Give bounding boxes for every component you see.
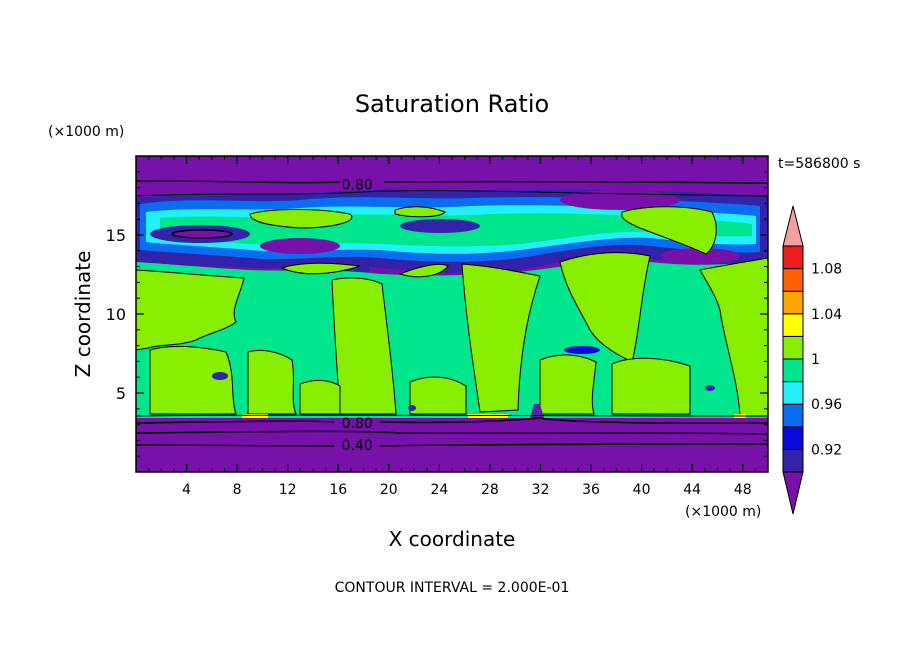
colorbar-upper-triangle [782, 205, 804, 247]
colorbar-segment [782, 358, 804, 383]
contour-0.60 [136, 430, 768, 435]
contour-0.40 [136, 443, 768, 447]
colorbar-segment [782, 335, 804, 360]
cirrus-lime-patch [249, 209, 353, 229]
y-tick-label: 15 [106, 226, 126, 245]
contour-lower-boundary [136, 414, 768, 417]
cirrus-lime-patch [394, 206, 446, 218]
x-axis: 4 8 12 16 20 24 28 32 36 40 44 48 [148, 156, 756, 498]
x-axis-label: X coordinate [389, 527, 516, 551]
y-axis: 5 10 15 [106, 171, 768, 457]
colorbar-segment [782, 426, 804, 450]
y-tick-label: 5 [116, 384, 126, 403]
x-tick-label: 36 [582, 482, 600, 498]
colorbar: 0.92 0.96 1 1.04 1.08 [782, 205, 842, 515]
cirrus-blob [170, 229, 230, 239]
x-tick-label: 32 [532, 482, 550, 498]
inversion-spike [530, 404, 544, 418]
x-tick-label: 44 [683, 482, 701, 498]
anomaly-spot [408, 405, 416, 411]
cirrus-blob [400, 219, 480, 233]
colorbar-label: 1 [811, 352, 820, 368]
x-tick-label: 28 [481, 482, 499, 498]
x-tick-label: 12 [279, 482, 297, 498]
yellow-strip [468, 414, 508, 418]
colorbar-segment [782, 381, 804, 405]
y-tick-label: 10 [106, 305, 126, 324]
x-tick-label: 24 [430, 482, 448, 498]
cirrus-blob [260, 238, 340, 254]
contour-label: 0.40 [342, 438, 373, 454]
anomaly-spot [564, 346, 600, 354]
x-units-label: (×1000 m) [685, 504, 761, 520]
x-tick-label: 4 [182, 482, 191, 498]
x-tick-label: 48 [734, 482, 752, 498]
contour-label: 0.80 [342, 177, 373, 193]
colorbar-label: 1.04 [811, 307, 842, 323]
anomaly-spot [212, 372, 228, 380]
y-axis-label: Z coordinate [71, 251, 95, 378]
lime-cloud-regions [136, 252, 768, 417]
contour-labels: 0.80 0.80 0.40 [342, 177, 373, 454]
cirrus-blob [660, 248, 740, 264]
x-tick-label: 16 [329, 482, 347, 498]
colorbar-segment [782, 448, 804, 473]
contour-0.80-upper [136, 180, 768, 184]
chart-title: Saturation Ratio [355, 90, 549, 118]
cirrus-blob [560, 190, 680, 210]
plot-area [136, 156, 768, 472]
colorbar-label: 1.08 [811, 262, 842, 278]
x-tick-label: 8 [233, 482, 242, 498]
x-tick-label: 20 [380, 482, 398, 498]
contour-0.80-lower [136, 417, 768, 425]
colorbar-label: 0.96 [811, 397, 842, 413]
contour-interval-label: CONTOUR INTERVAL = 2.000E-01 [335, 580, 570, 596]
time-label: t=586800 s [778, 156, 860, 172]
cirrus-lime-patch [621, 206, 717, 255]
y-units-label: (×1000 m) [48, 124, 124, 140]
colorbar-segment [782, 290, 804, 315]
colorbar-segment [782, 313, 804, 337]
contour-1.00-upper [136, 190, 768, 197]
anomaly-spot [705, 385, 715, 391]
yellow-strip [242, 414, 268, 418]
colorbar-segment [782, 403, 804, 428]
colorbar-lower-triangle [782, 471, 804, 515]
colorbar-segment [782, 268, 804, 292]
colorbar-label: 0.92 [811, 442, 842, 458]
contour-upper-blob [171, 229, 233, 239]
colorbar-segment [782, 245, 804, 270]
contour-label: 0.80 [342, 416, 373, 432]
x-tick-label: 40 [633, 482, 651, 498]
